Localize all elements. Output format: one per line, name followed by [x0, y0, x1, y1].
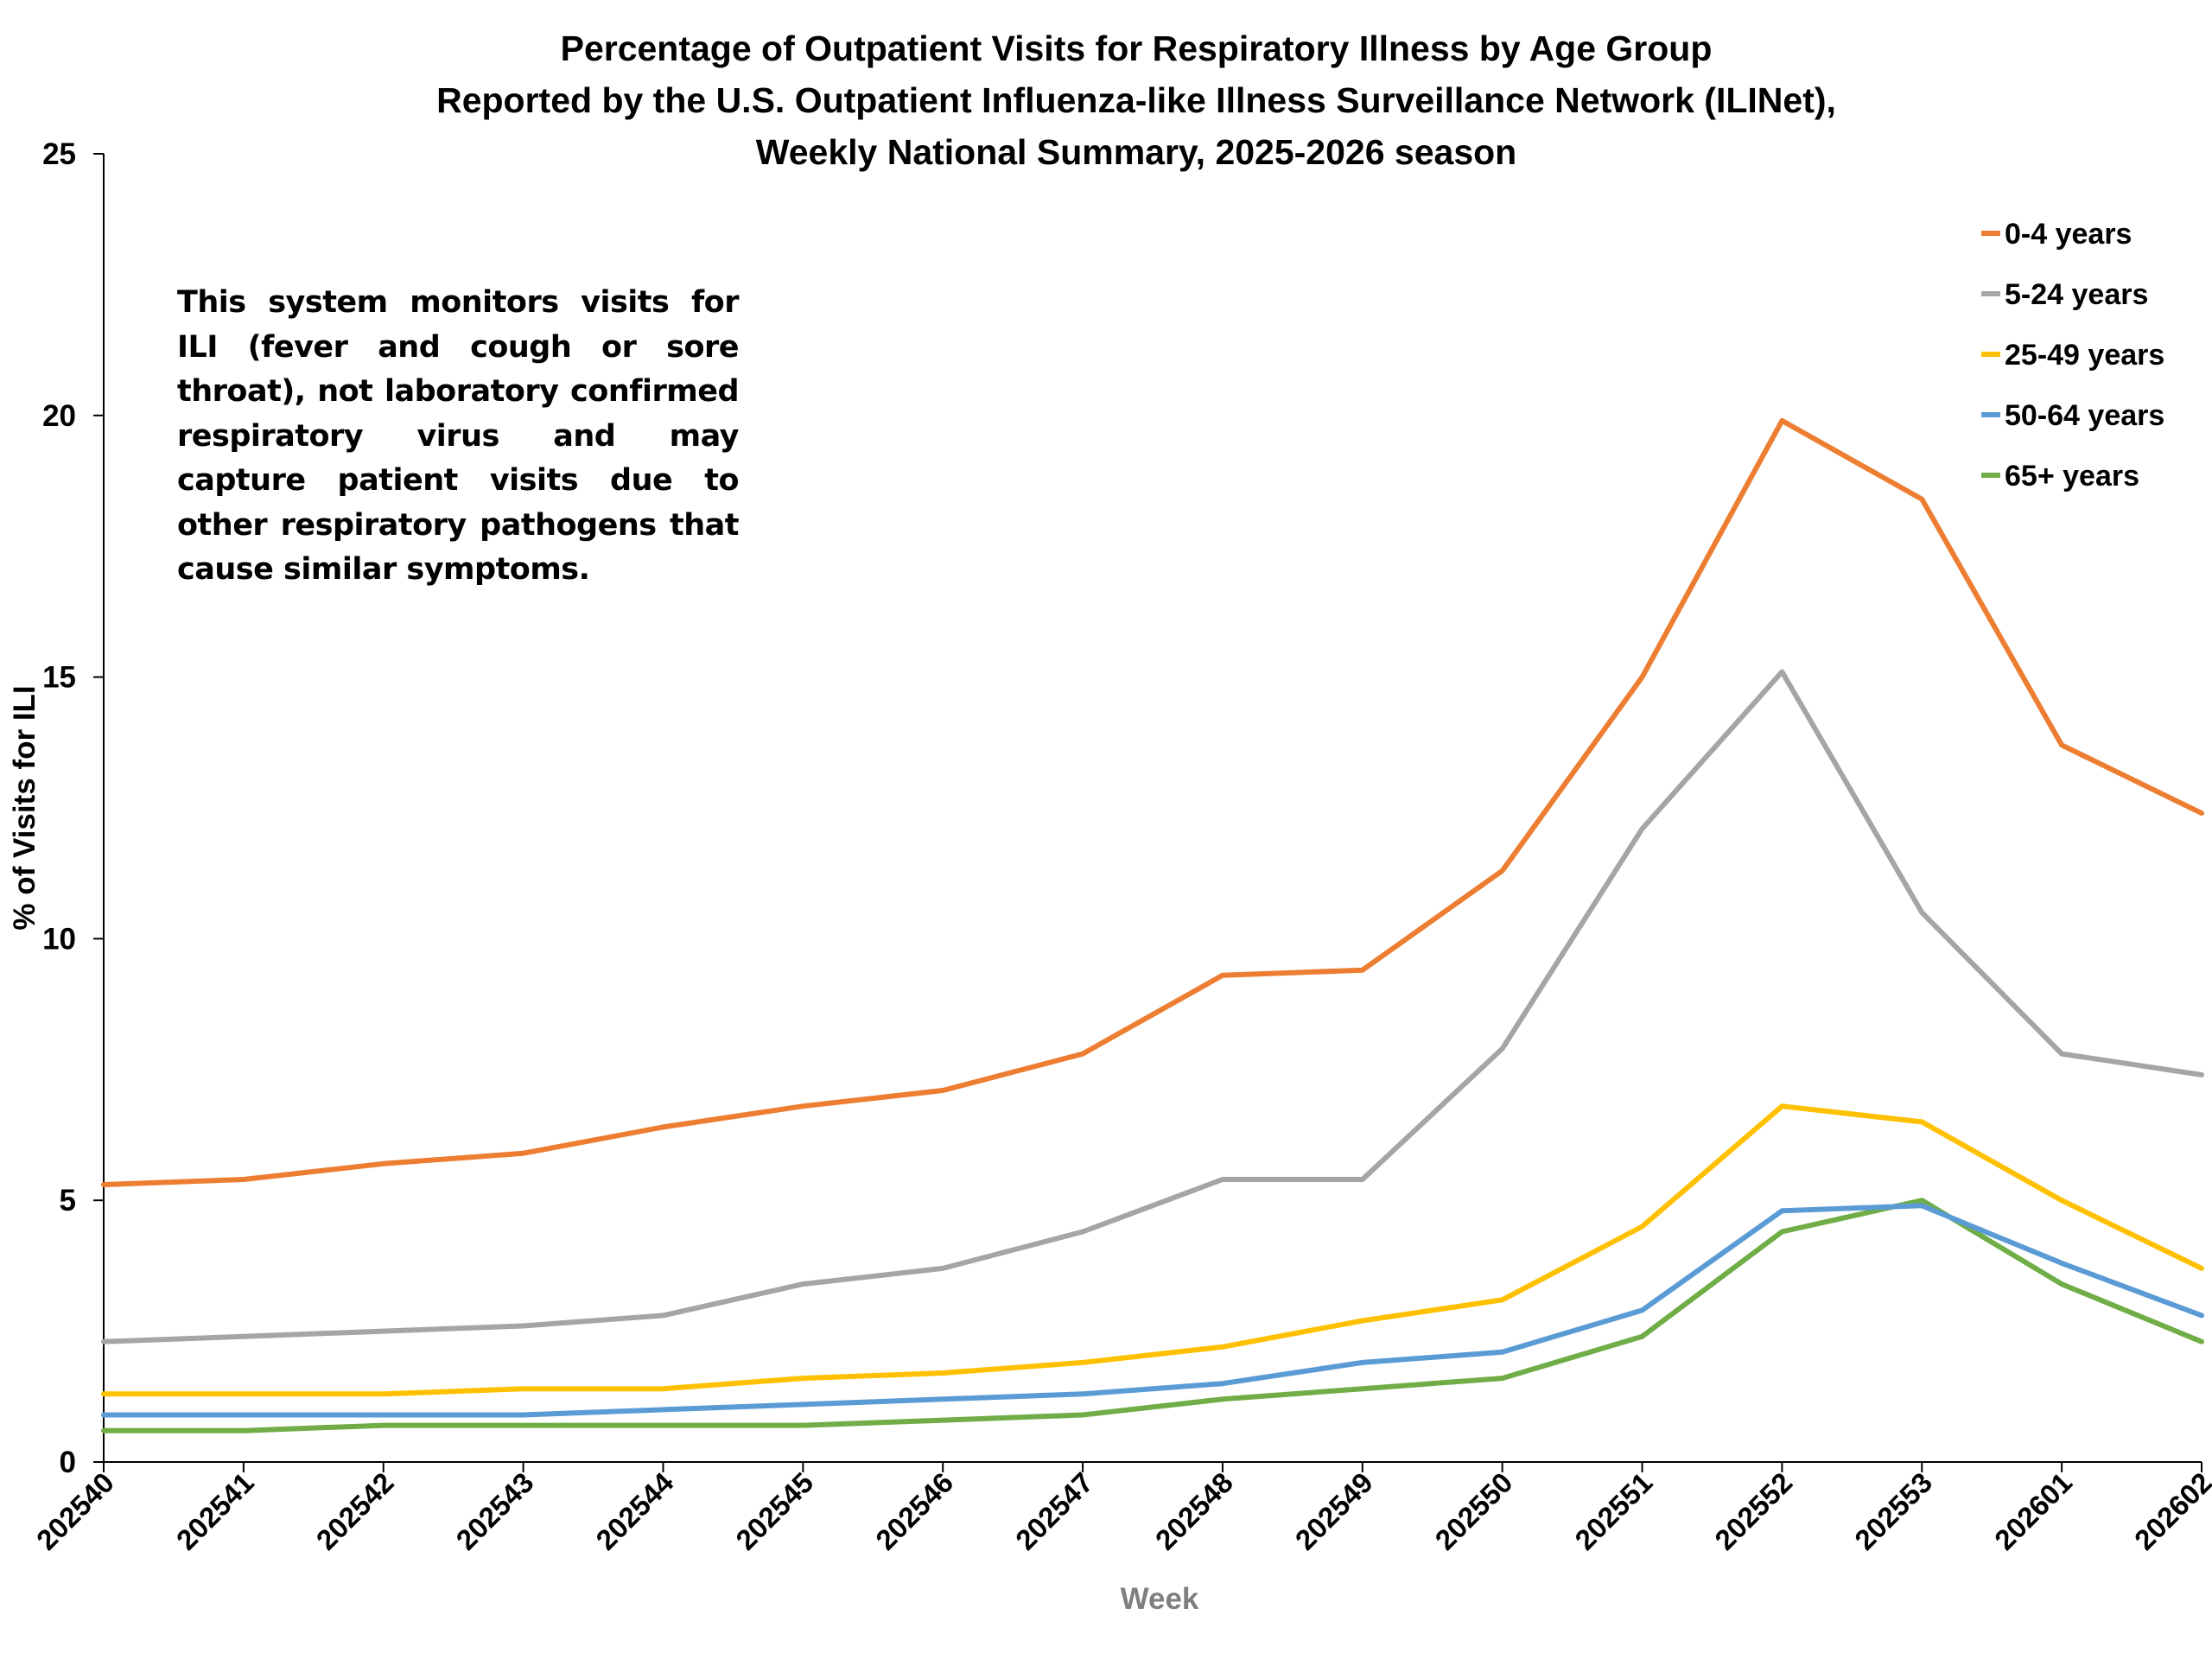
x-tick-label: 202542 [310, 1466, 400, 1556]
chart-legend: 0-4 years 5-24 years 25-49 years 50-64 year… [1981, 218, 2164, 493]
x-axis-ticks: 202540 202541 202542 202543 202544 202545 2025… [30, 1462, 2212, 1556]
x-tick-label: 202602 [2128, 1466, 2212, 1556]
y-tick-label: 10 [42, 922, 76, 956]
x-tick-label: 202547 [1009, 1466, 1099, 1556]
legend-label: 65+ years [2005, 460, 2139, 493]
x-tick-label: 202543 [450, 1466, 540, 1556]
chart-annotation: This system monitors visits for ILI (fev… [177, 285, 740, 587]
series-line-50-64-years [101, 1203, 2204, 1418]
y-tick-label: 15 [42, 661, 76, 695]
chart-axes [103, 154, 2202, 1463]
x-tick-label: 202549 [1289, 1466, 1379, 1556]
y-tick-label: 25 [42, 137, 76, 171]
x-tick-label: 202601 [1988, 1466, 2078, 1556]
x-tick-label: 202550 [1429, 1466, 1519, 1556]
chart-title-line-1: Percentage of Outpatient Visits for Resp… [561, 29, 1713, 68]
series-line-5-24-years [101, 669, 2204, 1344]
x-tick-label: 202540 [30, 1466, 120, 1556]
y-axis-label: % of Visits for ILI [8, 685, 41, 930]
chart-title-line-3: Weekly National Summary, 2025-2026 seaso… [756, 132, 1516, 172]
x-tick-label: 202551 [1568, 1466, 1658, 1556]
chart-series [101, 417, 2204, 1433]
series-line-0-4-years [101, 417, 2204, 1187]
y-axis-ticks: 0 5 10 15 20 25 [42, 137, 104, 1479]
x-tick-label: 202552 [1708, 1466, 1798, 1556]
y-tick-label: 0 [60, 1446, 76, 1479]
x-tick-label: 202553 [1848, 1466, 1938, 1556]
x-tick-label: 202546 [869, 1466, 959, 1556]
legend-label: 25-49 years [2005, 339, 2164, 372]
chart-title: Percentage of Outpatient Visits for Resp… [436, 29, 1836, 172]
legend-label: 50-64 years [2005, 399, 2164, 432]
legend-label: 0-4 years [2005, 218, 2132, 251]
y-tick-label: 20 [42, 399, 76, 433]
x-tick-label: 202548 [1149, 1466, 1239, 1556]
x-tick-label: 202544 [589, 1465, 679, 1555]
y-tick-label: 5 [60, 1184, 76, 1217]
series-line-65-years [101, 1198, 2204, 1433]
chart-title-line-2: Reported by the U.S. Outpatient Influenz… [436, 80, 1836, 120]
x-tick-label: 202541 [170, 1466, 260, 1556]
x-axis-label: Week [1121, 1582, 1199, 1616]
series-line-25-49-years [101, 1103, 2204, 1397]
legend-label: 5-24 years [2005, 278, 2148, 311]
x-tick-label: 202545 [729, 1466, 819, 1556]
